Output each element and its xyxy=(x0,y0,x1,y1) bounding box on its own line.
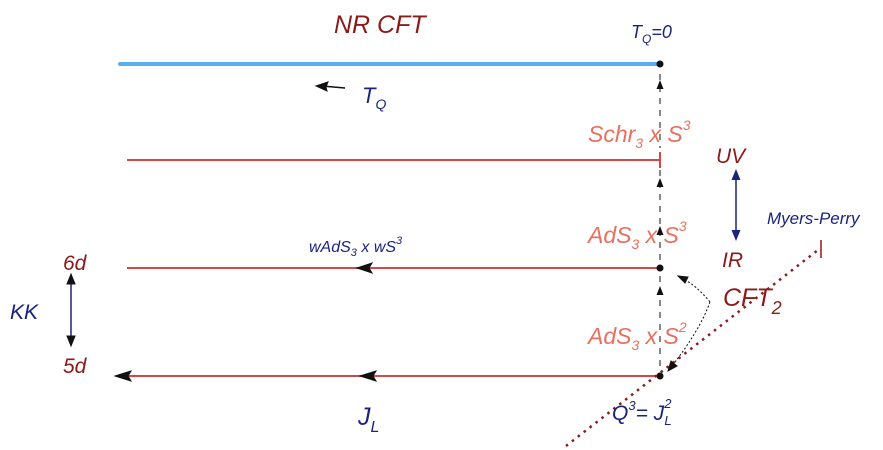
kk-arrow xyxy=(66,272,76,348)
label-tq-flow: TQ xyxy=(362,83,386,112)
node-ads3s2 xyxy=(656,372,664,380)
label-ir: IR xyxy=(722,249,743,272)
cft2-pointer-arrows xyxy=(667,275,711,373)
node-tq-zero xyxy=(656,60,664,68)
vertical-flow-arrows xyxy=(656,74,664,370)
arrowhead-ads3-line xyxy=(355,262,374,274)
label-jl: JL xyxy=(357,403,379,436)
label-ads3-s3: AdS3 x S3 xyxy=(586,218,687,252)
arrowhead-jl-end xyxy=(113,370,133,382)
cft2-diagonal-line xyxy=(565,249,819,447)
label-ads3-s2: AdS3 x S2 xyxy=(586,319,687,353)
label-cft2: CFT2 xyxy=(723,284,782,318)
arrowhead-jl-mid xyxy=(358,370,378,382)
tq-flow-arrow xyxy=(314,81,346,92)
label-kk: KK xyxy=(10,301,39,324)
label-wads3-ws3: wAdS3 x wS3 xyxy=(309,235,403,259)
label-charge-relation: Q3= J2 L xyxy=(612,396,672,428)
uv-ir-arrow xyxy=(731,169,741,241)
label-6d: 6d xyxy=(63,252,88,275)
title-nr-cft: NR CFT xyxy=(334,11,427,39)
label-myers-perry: Myers-Perry xyxy=(767,209,861,228)
node-ads3s3 xyxy=(656,264,664,272)
label-schr3-s3: Schr3 x S3 xyxy=(588,117,691,151)
label-5d: 5d xyxy=(63,355,88,378)
label-uv: UV xyxy=(716,145,747,168)
label-tq-zero: TQ=0 xyxy=(631,22,672,46)
